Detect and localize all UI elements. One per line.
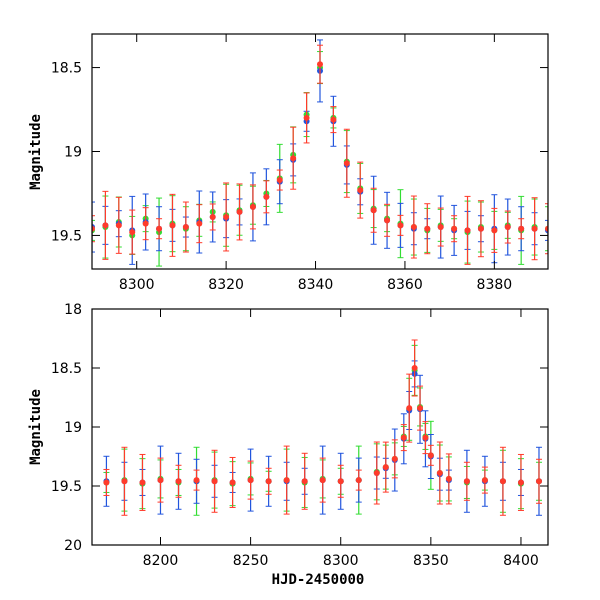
- bottom-panel-x-axis-title: HJD-2450000: [272, 572, 365, 588]
- bottom-panel-series-2-point: [422, 434, 429, 441]
- top-panel-series-2-point: [370, 207, 377, 214]
- bottom-panel-y-tick-label: 18: [64, 302, 82, 318]
- top-panel-y-tick-label: 19: [64, 145, 82, 161]
- bottom-panel-series-2-point: [229, 479, 236, 486]
- top-panel-series-2-point: [249, 203, 256, 210]
- top-panel-x-tick-label: 8360: [387, 277, 423, 293]
- top-panel-y-tick-label: 19.5: [51, 228, 82, 244]
- bottom-panel-series-2-point: [406, 405, 413, 412]
- top-panel-series-2-point: [223, 213, 230, 220]
- bottom-panel-x-tick-label: 8250: [233, 553, 269, 569]
- bottom-panel-series-2-point: [373, 470, 380, 477]
- top-panel-series-2-point: [303, 114, 310, 121]
- top-panel-series-2-point: [491, 227, 498, 234]
- bottom-panel-series-2: [103, 339, 542, 516]
- bottom-panel-series-2-point: [175, 478, 182, 485]
- bottom-panel-series-2-point: [211, 478, 218, 485]
- bottom-panel-series-2-point: [301, 478, 308, 485]
- top-panel-series-2-point: [92, 225, 95, 232]
- top-panel-series-2-point: [276, 177, 283, 184]
- bottom-panel-x-tick-label: 8200: [143, 553, 179, 569]
- bottom-panel: Magnitude HJD-2450000 8200 8250 8300 8350 84…: [28, 302, 549, 588]
- bottom-panel-series-2-point: [139, 479, 146, 486]
- top-panel-series-2-point: [142, 220, 149, 227]
- bottom-panel-y-tick-label: 19: [64, 420, 82, 436]
- bottom-panel-series-2-point: [193, 477, 200, 484]
- bottom-panel-y-tick-label: 19.5: [51, 479, 82, 495]
- bottom-panel-y-tick-label: 20: [64, 538, 82, 554]
- top-panel-x-tick-label: 8340: [298, 277, 334, 293]
- top-panel-series-2-point: [504, 224, 511, 231]
- top-panel-series-2: [92, 44, 548, 265]
- bottom-panel-x-tick-label: 8350: [413, 553, 449, 569]
- bottom-panel-y-tick-label: 18.5: [51, 361, 82, 377]
- top-panel-series-2-point: [343, 160, 350, 167]
- bottom-panel-marks: [103, 339, 542, 516]
- top-panel-series-2-point: [451, 225, 458, 232]
- top-panel-series-2-point: [156, 225, 163, 232]
- top-panel-x-tick-label: 8300: [119, 277, 155, 293]
- top-panel-series-2-point: [397, 222, 404, 229]
- top-panel-series-2-point: [545, 225, 548, 232]
- bottom-panel-series-2-point: [517, 479, 524, 486]
- top-panel-series-2-point: [477, 225, 484, 232]
- bottom-panel-series-2-point: [121, 478, 128, 485]
- top-panel-series-2-point: [330, 116, 337, 123]
- bottom-panel-series-2-point: [535, 478, 542, 485]
- bottom-panel-series-2-point: [481, 477, 488, 484]
- top-panel-series-2-point: [424, 225, 431, 232]
- top-panel-series-2-point: [464, 227, 471, 234]
- bottom-panel-series-2-point: [417, 405, 424, 412]
- top-panel-series-2-point: [263, 193, 270, 200]
- bottom-panel-x-tick-label: 8300: [323, 553, 359, 569]
- top-panel-series-2-point: [182, 224, 189, 231]
- bottom-panel-series-2-point: [463, 478, 470, 485]
- top-panel-series-2-point: [410, 224, 417, 231]
- top-panel-y-axis-title: Magnitude: [28, 114, 44, 190]
- bottom-panel-series-2-point: [391, 455, 398, 462]
- bottom-panel-x-tick-label: 8400: [503, 553, 539, 569]
- top-panel-series-2-point: [357, 187, 364, 194]
- bottom-panel-series-2-point: [411, 365, 418, 371]
- bottom-panel-series-2-point: [247, 477, 254, 484]
- top-panel-series-2-point: [102, 222, 109, 229]
- bottom-panel-series-2-point: [157, 477, 164, 484]
- bottom-panel-series-2-point: [265, 478, 272, 485]
- top-panel: Magnitude 8300 8320 8340 8360 8380 18.5 19 19.5: [28, 33, 549, 293]
- bottom-panel-series-2-point: [337, 478, 344, 485]
- top-panel-y-tick-label: 18.5: [51, 61, 82, 77]
- top-panel-series-2-point: [129, 229, 136, 236]
- top-panel-series-2-point: [115, 222, 122, 229]
- top-panel-series-2-point: [196, 220, 203, 227]
- top-panel-series-2-point: [518, 225, 525, 232]
- top-panel-x-tick-label: 8320: [208, 277, 244, 293]
- top-panel-series-2-point: [384, 217, 391, 224]
- top-panel-series-2-point: [437, 224, 444, 231]
- bottom-panel-series-2-point: [283, 477, 290, 484]
- top-panel-marks: [92, 39, 548, 267]
- bottom-panel-series-2-point: [445, 475, 452, 482]
- bottom-panel-y-axis-title: Magnitude: [28, 389, 44, 465]
- top-panel-x-tick-label: 8380: [477, 277, 513, 293]
- bottom-panel-series-2-point: [499, 478, 506, 485]
- top-panel-series-2-point: [236, 208, 243, 215]
- bottom-panel-series-2-point: [427, 452, 434, 459]
- top-panel-series-2-point: [317, 61, 323, 68]
- top-panel-series-2-point: [209, 213, 216, 220]
- bottom-panel-series-2-point: [436, 470, 443, 477]
- top-panel-series-2-point: [290, 155, 297, 162]
- top-panel-series-2-point: [169, 222, 176, 229]
- bottom-panel-series-2-point: [382, 464, 389, 471]
- bottom-panel-series-2-point: [400, 434, 407, 441]
- top-panel-series-2-point: [531, 225, 538, 232]
- bottom-panel-series-2-point: [103, 479, 110, 486]
- bottom-panel-series-2-point: [319, 477, 326, 484]
- bottom-panel-series-2-point: [355, 477, 362, 484]
